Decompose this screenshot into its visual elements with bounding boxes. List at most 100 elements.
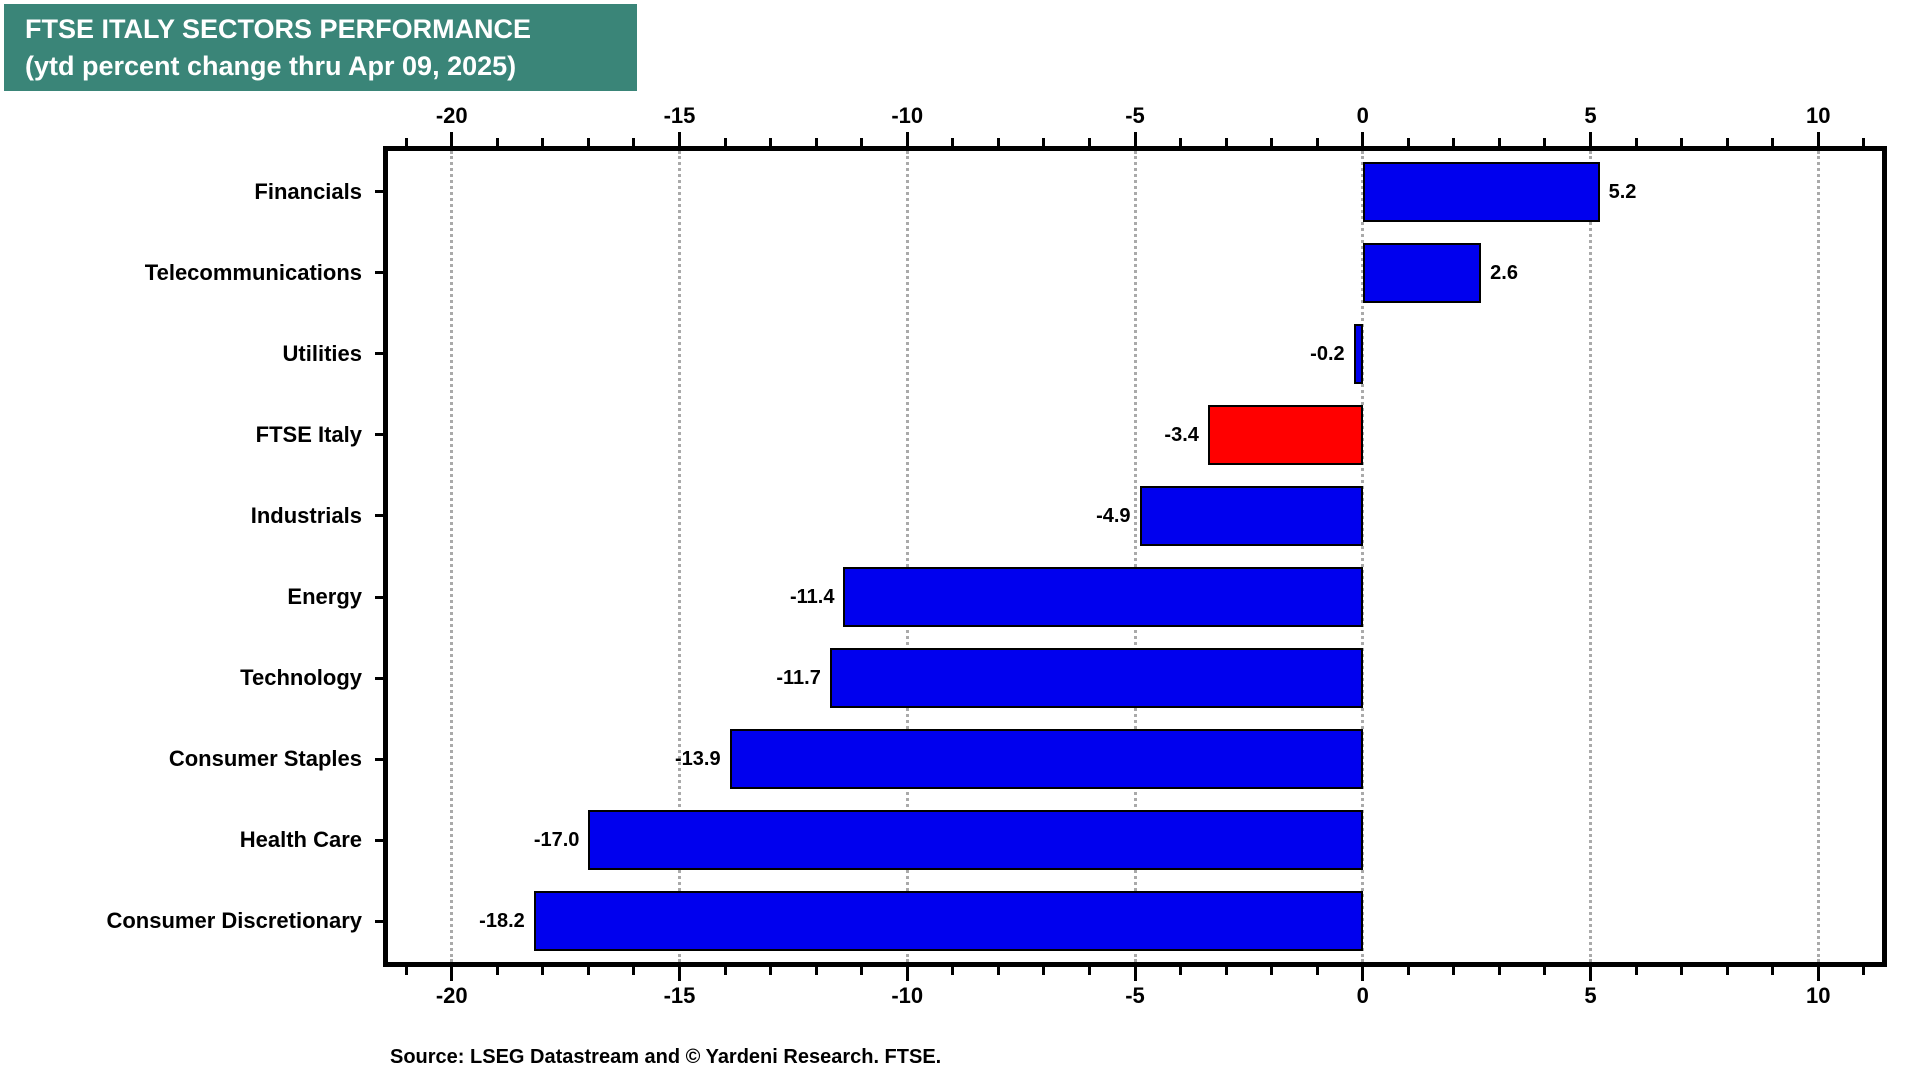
x-minor-tick-top [1725,138,1729,146]
bar-highlight [1207,404,1363,465]
x-axis-tick-label-top: -20 [435,103,468,128]
bar-value-label: -11.7 [776,667,821,690]
x-minor-tick-bottom [1543,967,1547,975]
x-axis-tick-label-top: 5 [1584,103,1597,128]
gridline [450,151,454,962]
x-minor-tick-top [632,138,636,146]
x-minor-tick-top [860,138,864,146]
x-minor-tick-top [769,138,773,146]
x-minor-tick-bottom [1406,967,1410,975]
x-minor-tick-bottom [951,967,955,975]
x-minor-tick-bottom [769,967,773,975]
x-minor-tick-bottom [1452,967,1456,975]
x-major-tick-bottom [1588,967,1592,981]
gridline [1588,151,1592,962]
x-minor-tick-top [723,138,727,146]
x-minor-tick-top [996,138,1000,146]
x-minor-tick-top [1634,138,1638,146]
x-major-tick-bottom [905,967,909,981]
gridline [1361,151,1365,962]
category-label: Utilities [282,340,362,366]
x-axis-tick-label-bottom: 0 [1356,983,1369,1008]
bar [1353,323,1363,384]
chart-subtitle: (ytd percent change thru Apr 09, 2025) [25,51,517,81]
x-minor-tick-bottom [404,967,408,975]
x-minor-tick-top [586,138,590,146]
x-axis-tick-label-bottom: 5 [1584,983,1597,1008]
y-category-tick [375,676,386,680]
y-category-tick [375,433,386,437]
bar-value-label: -4.9 [1096,504,1131,527]
x-minor-tick-top [814,138,818,146]
x-minor-tick-bottom [1725,967,1729,975]
x-minor-tick-bottom [1862,967,1866,975]
x-minor-tick-bottom [495,967,499,975]
bar-value-label: -0.2 [1310,342,1345,365]
x-minor-tick-top [1087,138,1091,146]
bar-value-label: -18.2 [479,910,525,933]
bar [1362,161,1600,222]
bar-value-label: 5.2 [1608,180,1637,203]
x-minor-tick-bottom [1771,967,1775,975]
x-major-tick-bottom [1133,967,1137,981]
gridline [1133,151,1137,962]
x-minor-tick-bottom [814,967,818,975]
category-label: Technology [240,665,362,691]
y-category-tick [375,271,386,275]
x-axis-tick-label-bottom: 10 [1805,983,1831,1008]
category-label: Telecommunications [144,259,362,285]
category-label: Financials [254,178,362,204]
y-category-tick [375,514,386,518]
x-major-tick-top [450,132,454,146]
x-minor-tick-top [1406,138,1410,146]
x-minor-tick-top [1497,138,1501,146]
x-axis-tick-label-top: -15 [663,103,696,128]
y-category-tick [375,919,386,923]
x-axis-tick-label-bottom: -15 [663,983,696,1008]
x-minor-tick-bottom [586,967,590,975]
x-minor-tick-top [951,138,955,146]
x-minor-tick-bottom [541,967,545,975]
bar [829,648,1363,709]
gridline [905,151,909,962]
x-minor-tick-top [1042,138,1046,146]
x-minor-tick-top [1452,138,1456,146]
y-category-tick [375,757,386,761]
x-major-tick-bottom [1361,967,1365,981]
category-label: Consumer Staples [168,746,362,772]
x-major-tick-top [678,132,681,146]
x-minor-tick-top [1862,138,1866,146]
x-minor-tick-top [1315,138,1319,146]
x-minor-tick-bottom [996,967,1000,975]
x-minor-tick-bottom [723,967,727,975]
y-category-tick [375,190,386,194]
bar [588,810,1363,871]
x-minor-tick-bottom [1042,967,1046,975]
x-minor-tick-top [1680,138,1684,146]
category-label: Consumer Discretionary [106,908,362,934]
x-minor-tick-bottom [1224,967,1228,975]
x-minor-tick-bottom [632,967,636,975]
x-axis-tick-label-top: 10 [1805,103,1831,128]
plot-area [383,146,1887,967]
x-minor-tick-top [404,138,408,146]
bar [1362,242,1482,303]
x-axis-tick-label-bottom: -20 [435,983,468,1008]
category-label: FTSE Italy [255,421,362,447]
x-major-tick-top [1361,132,1365,146]
x-major-tick-top [1588,132,1592,146]
x-major-tick-top [1816,132,1820,146]
x-major-tick-top [1133,132,1137,146]
bar-value-label: -13.9 [675,748,721,771]
x-axis-tick-label-bottom: -5 [1125,983,1145,1008]
x-axis-tick-label-top: 0 [1356,103,1369,128]
y-category-tick [375,352,386,356]
x-major-tick-bottom [450,967,454,981]
x-minor-tick-bottom [1497,967,1501,975]
x-minor-tick-bottom [1179,967,1183,975]
x-axis-tick-label-top: -5 [1125,103,1145,128]
bar-value-label: -11.4 [790,586,835,609]
x-minor-tick-bottom [1634,967,1638,975]
bar [843,567,1363,628]
